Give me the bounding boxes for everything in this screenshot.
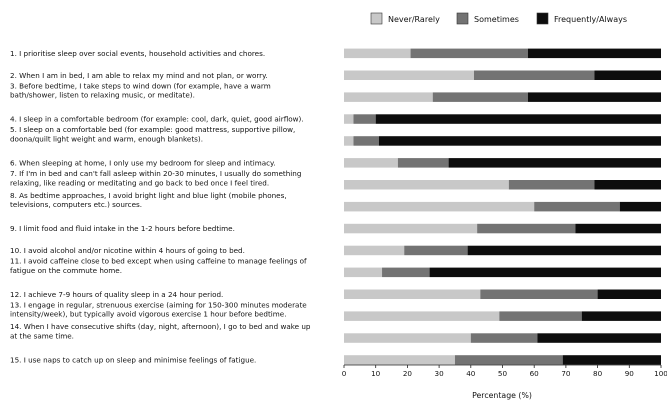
bar-segment	[410, 48, 528, 59]
x-tick-label: 50	[498, 369, 508, 378]
bar-segment	[575, 223, 661, 234]
bar-segment	[344, 70, 474, 80]
bar-segment	[344, 136, 354, 146]
bar-segment	[454, 355, 563, 365]
item-label: intensity/week), but typically avoid vig…	[10, 310, 287, 319]
bar-segment	[344, 333, 471, 343]
bar-segment	[527, 92, 661, 102]
item-label: televisions, computers etc.) sources.	[10, 200, 142, 209]
bar-segment	[375, 114, 661, 124]
item-label: 6. When sleeping at home, I only use my …	[10, 158, 276, 167]
x-tick-label: 30	[435, 369, 445, 378]
bar-segment	[404, 245, 468, 256]
bar-segment	[382, 267, 430, 278]
item-label: 9. I limit food and fluid intake in the …	[10, 224, 235, 233]
item-label: 5. I sleep on a comfortable bed (for exa…	[10, 125, 295, 134]
item-label: 10. I avoid alcohol and/or nicotine with…	[10, 246, 245, 255]
item-label: 11. I avoid caffeine close to bed except…	[10, 257, 307, 266]
item-label: 2. When I am in bed, I am able to relax …	[10, 71, 268, 80]
bar-segment	[344, 311, 500, 321]
legend-swatch	[456, 12, 469, 25]
x-tick-label: 10	[371, 369, 381, 378]
bar-segment	[597, 289, 661, 299]
x-axis-title: Percentage (%)	[472, 391, 532, 400]
item-label: 1. I prioritise sleep over social events…	[10, 49, 265, 58]
x-tick-label: 100	[654, 369, 667, 378]
bar-segment	[344, 48, 411, 59]
bar-segment	[477, 223, 576, 234]
legend: Never/Rarely Sometimes Frequently/Always	[370, 12, 627, 25]
bar-segment	[527, 48, 661, 59]
bar-segment	[619, 201, 661, 212]
legend-swatch	[370, 12, 383, 25]
x-tick-label: 0	[342, 369, 347, 378]
bar-segment	[344, 180, 509, 190]
item-label: 8. As bedtime approaches, I avoid bright…	[10, 191, 287, 200]
x-tick-label: 40	[466, 369, 476, 378]
bar-segment	[344, 158, 398, 168]
bar-segment	[470, 333, 538, 343]
item-label: relaxing, like reading or meditating and…	[10, 178, 269, 187]
bar-segment	[581, 311, 661, 321]
bar-segment	[562, 355, 661, 365]
bar-segment	[432, 92, 528, 102]
bar-segment	[467, 245, 661, 256]
bar-segment	[508, 180, 595, 190]
bar-segment	[378, 136, 661, 146]
bar-segment	[534, 201, 620, 212]
item-label: 13. I engage in regular, strenuous exerc…	[10, 300, 307, 309]
bars	[344, 48, 661, 365]
item-label: fatigue on the commute home.	[10, 266, 122, 275]
bar-segment	[397, 158, 449, 168]
bar-segment	[353, 114, 376, 124]
bar-segment	[448, 158, 661, 168]
item-label: at the same time.	[10, 332, 74, 341]
bar-segment	[344, 114, 354, 124]
bar-segment	[429, 267, 661, 278]
bar-segment	[344, 201, 535, 212]
bar-segment	[344, 267, 383, 278]
x-tick-label: 90	[625, 369, 635, 378]
item-label: 3. Before bedtime, I take steps to wind …	[10, 81, 271, 90]
item-label: 14. When I have consecutive shifts (day,…	[10, 322, 311, 331]
bar-segment	[594, 180, 661, 190]
bar-segment	[594, 70, 661, 80]
item-label: 7. If I'm in bed and can't fall asleep w…	[10, 169, 301, 178]
bar-segment	[344, 289, 481, 299]
legend-swatch	[536, 12, 549, 25]
item-label: 15. I use naps to catch up on sleep and …	[10, 355, 256, 364]
legend-label: Never/Rarely	[388, 15, 440, 24]
bar-segment	[344, 92, 433, 102]
bar-segment	[344, 245, 405, 256]
bar-segment	[480, 289, 598, 299]
legend-label: Sometimes	[474, 15, 519, 24]
bar-segment	[499, 311, 582, 321]
item-labels: 1. I prioritise sleep over social events…	[10, 49, 311, 365]
bar-segment	[344, 355, 455, 365]
x-axis: 0 10 20 30 40 50 60 70 80 90 100	[342, 364, 667, 378]
bar-segment	[473, 70, 595, 80]
x-tick-label: 20	[403, 369, 413, 378]
x-tick-label: 70	[561, 369, 571, 378]
item-label: bath/shower, listen to relaxing music, o…	[10, 91, 195, 100]
item-label: doona/quilt light weight and warm, enoug…	[10, 135, 203, 144]
x-tick-label: 60	[530, 369, 540, 378]
legend-label: Frequently/Always	[554, 15, 627, 24]
item-label: 12. I achieve 7-9 hours of quality sleep…	[10, 290, 223, 299]
x-tick-label: 80	[593, 369, 603, 378]
item-label: 4. I sleep in a comfortable bedroom (for…	[10, 115, 304, 124]
bar-segment	[537, 333, 661, 343]
bar-segment	[344, 223, 478, 234]
bar-segment	[353, 136, 379, 146]
